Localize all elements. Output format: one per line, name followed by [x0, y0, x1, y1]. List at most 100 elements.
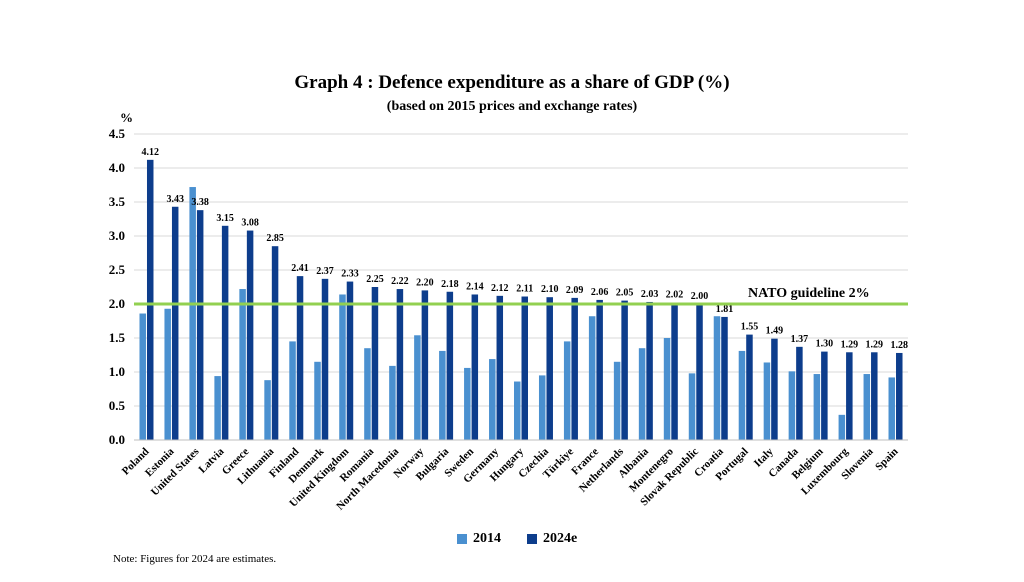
- data-label: 2.20: [416, 277, 434, 288]
- legend-swatch-2024e: [527, 534, 537, 544]
- bar-2014: [788, 371, 796, 440]
- legend-label-2014: 2014: [473, 531, 501, 546]
- bar-2014: [738, 350, 746, 440]
- bar-2024e: [771, 338, 778, 440]
- y-tick-label: 2.5: [109, 262, 126, 277]
- bar-2014: [613, 361, 621, 440]
- bar-2024e: [296, 276, 304, 440]
- y-tick-label: 4.0: [109, 160, 125, 175]
- data-label: 2.37: [316, 266, 334, 277]
- data-label: 3.08: [241, 218, 259, 229]
- bar-2024e: [171, 206, 179, 440]
- legend-item-2014: 2014: [457, 531, 501, 547]
- bar-2014: [289, 341, 296, 440]
- data-label: 3.43: [166, 194, 184, 205]
- bar-2024e: [496, 295, 504, 440]
- bar-2024e: [571, 297, 578, 440]
- bar-2014: [838, 414, 846, 440]
- bar-2024e: [546, 297, 553, 440]
- data-label: 2.09: [566, 285, 584, 296]
- data-label: 1.37: [791, 334, 809, 345]
- data-label: 2.22: [391, 276, 409, 287]
- y-tick-label: 1.0: [109, 364, 125, 379]
- bar-2024e: [421, 290, 429, 440]
- data-label: 2.05: [616, 288, 634, 299]
- data-label: 2.25: [366, 274, 384, 285]
- bar-2024e: [446, 291, 454, 440]
- bar-2014: [239, 289, 246, 440]
- data-label: 2.41: [291, 263, 309, 274]
- bar-2014: [514, 381, 521, 440]
- data-label: 1.29: [866, 339, 884, 350]
- bar-2024e: [521, 296, 528, 440]
- bar-2014: [264, 380, 271, 440]
- bar-2024e: [896, 352, 903, 440]
- bar-2024e: [596, 299, 603, 440]
- x-tick-label: Spain: [873, 446, 901, 474]
- nato-guideline-label: NATO guideline 2%: [748, 286, 870, 301]
- y-tick-label: 0.0: [109, 432, 125, 447]
- data-label: 3.15: [216, 213, 234, 224]
- data-label: 2.85: [266, 233, 284, 244]
- bar-2014: [863, 374, 871, 440]
- bar-2014: [214, 376, 221, 440]
- bar-2014: [139, 313, 146, 440]
- bar-2024e: [321, 278, 329, 440]
- bar-2024e: [246, 230, 254, 440]
- bar-2024e: [371, 287, 379, 440]
- data-label: 2.02: [666, 290, 684, 301]
- bar-2024e: [821, 351, 828, 440]
- chart-subtitle: (based on 2015 prices and exchange rates…: [386, 99, 638, 114]
- data-label: 1.30: [816, 339, 834, 350]
- bar-2014: [663, 338, 671, 440]
- bar-2014: [439, 350, 446, 440]
- legend-swatch-2014: [457, 534, 467, 544]
- bar-2014: [489, 359, 496, 440]
- bar-2014: [414, 335, 421, 440]
- bar-2014: [164, 308, 171, 440]
- bar-2014: [688, 373, 696, 440]
- bar-2014: [389, 365, 396, 440]
- data-label: 3.38: [191, 197, 209, 208]
- bar-2014: [888, 377, 896, 440]
- y-tick-label: 3.5: [109, 194, 126, 209]
- legend-label-2024e: 2024e: [543, 531, 578, 546]
- bar-2014: [713, 316, 721, 440]
- data-label: 2.00: [691, 291, 709, 302]
- y-tick-label: 4.5: [109, 126, 126, 141]
- legend-item-2024e: 2024e: [527, 531, 577, 547]
- bar-2014: [813, 374, 821, 440]
- bar-2014: [588, 316, 596, 440]
- bar-2014: [538, 375, 546, 440]
- bar-2024e: [696, 304, 703, 440]
- bar-2024e: [871, 352, 878, 440]
- bar-2014: [339, 294, 346, 440]
- bar-2024e: [346, 281, 354, 440]
- y-tick-label: 0.5: [109, 398, 126, 413]
- y-tick-label: 3.0: [109, 228, 125, 243]
- y-axis-label: %: [120, 110, 133, 125]
- data-label: 1.29: [841, 339, 859, 350]
- y-tick-label: 1.5: [109, 330, 126, 345]
- bar-2024e: [796, 346, 803, 440]
- bar-2024e: [746, 334, 753, 440]
- bar-2024e: [671, 302, 678, 440]
- data-label: 1.28: [891, 340, 909, 351]
- bar-2014: [638, 348, 646, 440]
- data-label: 2.11: [516, 284, 533, 295]
- bar-2024e: [621, 300, 628, 440]
- data-label: 2.06: [591, 287, 609, 298]
- bar-2014: [189, 187, 196, 440]
- data-label: 2.03: [641, 289, 659, 300]
- data-label: 1.55: [741, 322, 759, 333]
- data-label: 2.14: [466, 281, 484, 292]
- data-label: 4.12: [141, 147, 159, 158]
- bar-2024e: [471, 294, 479, 440]
- chart-title: Graph 4 : Defence expenditure as a share…: [294, 72, 730, 93]
- bar-2024e: [146, 159, 154, 440]
- y-tick-label: 2.0: [109, 296, 125, 311]
- footnote: Note: Figures for 2024 are estimates.: [113, 553, 277, 565]
- bar-2014: [464, 367, 471, 440]
- bar-2024e: [721, 316, 728, 440]
